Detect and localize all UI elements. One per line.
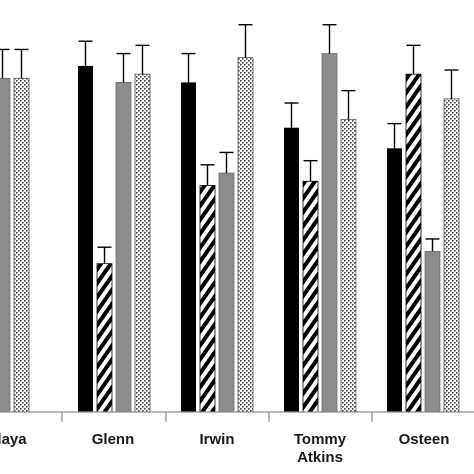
- bar-solid-gray-0: [0, 77, 11, 413]
- x-tick-labels: laya Glenn Irwin Tommy Atkins Osteen: [0, 431, 449, 466]
- bar-solid-black-4: [387, 148, 402, 412]
- plot-area: [0, 24, 460, 413]
- bar-solid-gray-2: [218, 172, 235, 413]
- bar-dotted-3: [340, 119, 357, 413]
- x-axis: [0, 411, 474, 422]
- x-tick-label-2: Irwin: [199, 431, 234, 448]
- bar-solid-black-1: [78, 65, 93, 413]
- bar-solid-black-3: [284, 127, 299, 412]
- bar-solid-gray-1: [115, 82, 132, 413]
- bar-diagonal-hatch-2: [199, 184, 216, 413]
- x-tick-label-4: Osteen: [399, 431, 450, 448]
- bar-diagonal-hatch-1: [96, 263, 113, 413]
- x-tick-label-0: laya: [0, 431, 27, 448]
- bar-solid-gray-3: [321, 53, 338, 413]
- bar-dotted-0: [13, 77, 30, 413]
- x-tick-label-3: Tommy Atkins: [294, 431, 347, 466]
- bar-dotted-2: [237, 57, 254, 413]
- bar-solid-black-2: [181, 82, 196, 413]
- bar-diagonal-hatch-4: [405, 73, 422, 413]
- bar-diagonal-hatch-3: [302, 180, 319, 413]
- bar-dotted-1: [134, 73, 151, 413]
- x-tick-label-1: Glenn: [92, 431, 135, 448]
- bar-dotted-4: [443, 98, 460, 413]
- bar-solid-gray-4: [424, 250, 441, 413]
